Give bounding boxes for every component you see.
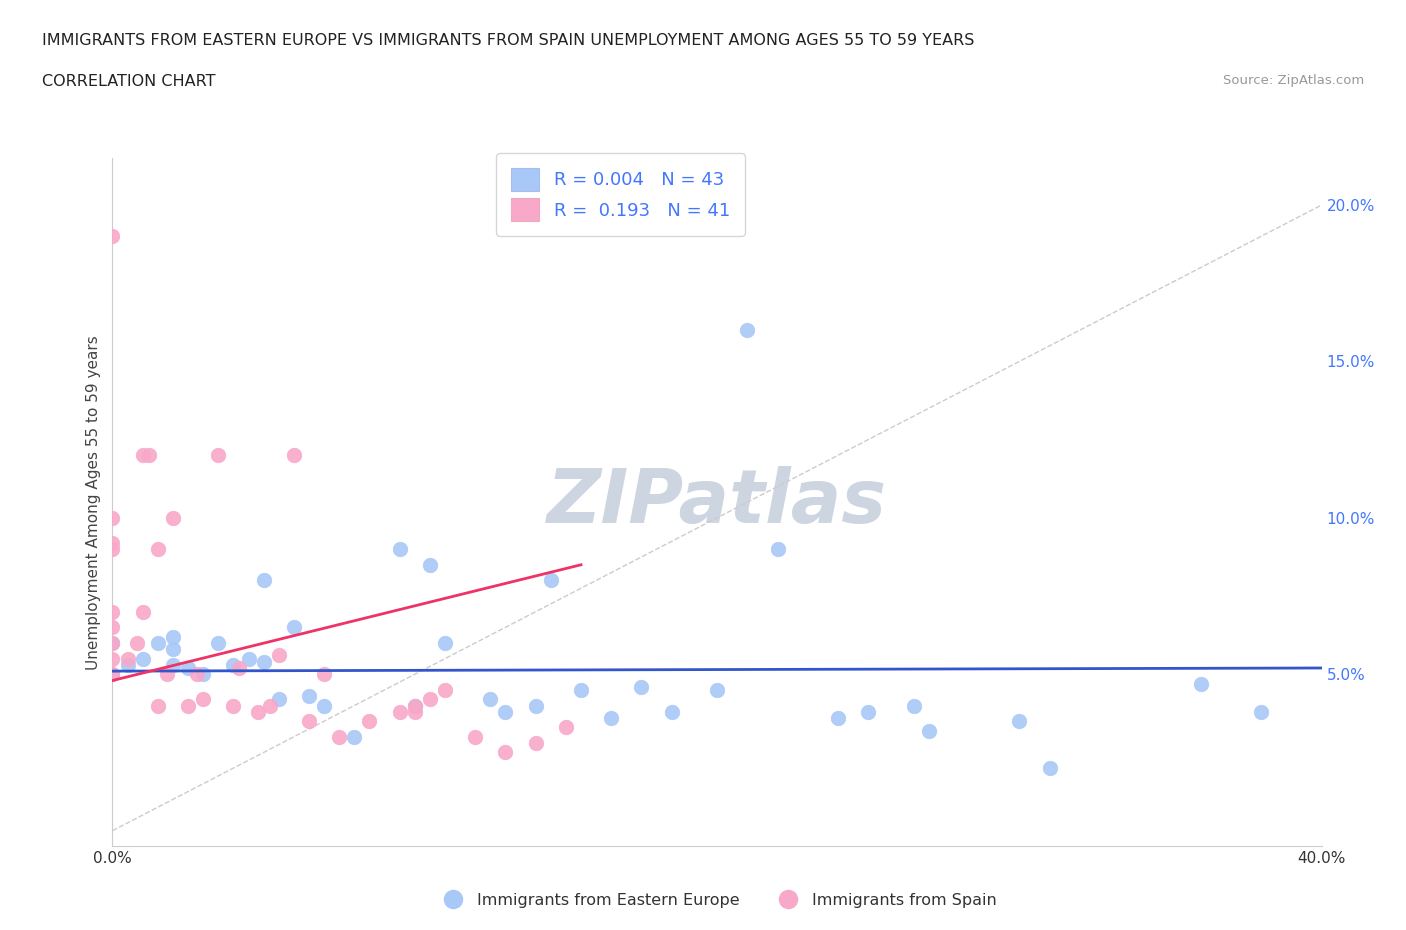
Point	[101, 667, 124, 682]
Point	[600, 711, 623, 725]
Point	[388, 704, 411, 719]
Point	[132, 604, 155, 619]
Point	[737, 323, 759, 338]
Point	[132, 448, 155, 463]
Point	[177, 660, 200, 675]
Point	[1250, 704, 1272, 719]
Point	[101, 620, 124, 635]
Point	[343, 729, 366, 744]
Point	[156, 667, 179, 682]
Point	[207, 635, 229, 650]
Point	[267, 648, 290, 663]
Point	[162, 630, 184, 644]
Point	[101, 536, 124, 551]
Point	[101, 229, 124, 244]
Point	[132, 651, 155, 666]
Point	[117, 658, 139, 672]
Point	[101, 604, 124, 619]
Point	[404, 698, 426, 713]
Point	[125, 635, 148, 650]
Point	[540, 573, 562, 588]
Point	[162, 642, 184, 657]
Point	[191, 667, 214, 682]
Point	[101, 635, 124, 650]
Point	[162, 658, 184, 672]
Point	[479, 692, 502, 707]
Point	[419, 692, 441, 707]
Point	[1008, 713, 1031, 728]
Point	[328, 729, 350, 744]
Point	[191, 692, 214, 707]
Point	[101, 541, 124, 556]
Legend: Immigrants from Eastern Europe, Immigrants from Spain: Immigrants from Eastern Europe, Immigran…	[432, 886, 1002, 914]
Text: ZIPatlas: ZIPatlas	[547, 466, 887, 538]
Point	[569, 683, 592, 698]
Point	[314, 667, 336, 682]
Point	[359, 713, 381, 728]
Point	[146, 635, 169, 650]
Point	[267, 692, 290, 707]
Point	[918, 724, 941, 738]
Text: Source: ZipAtlas.com: Source: ZipAtlas.com	[1223, 74, 1364, 87]
Point	[101, 667, 124, 682]
Point	[259, 698, 281, 713]
Point	[433, 683, 456, 698]
Point	[238, 651, 260, 666]
Point	[283, 620, 305, 635]
Point	[1189, 676, 1212, 691]
Point	[404, 698, 426, 713]
Point	[146, 698, 169, 713]
Y-axis label: Unemployment Among Ages 55 to 59 years: Unemployment Among Ages 55 to 59 years	[86, 335, 101, 670]
Point	[228, 660, 250, 675]
Point	[253, 655, 276, 670]
Point	[177, 698, 200, 713]
Point	[186, 667, 208, 682]
Point	[524, 698, 547, 713]
Point	[298, 713, 321, 728]
Text: IMMIGRANTS FROM EASTERN EUROPE VS IMMIGRANTS FROM SPAIN UNEMPLOYMENT AMONG AGES : IMMIGRANTS FROM EASTERN EUROPE VS IMMIGR…	[42, 33, 974, 47]
Point	[903, 698, 925, 713]
Point	[162, 511, 184, 525]
Point	[524, 736, 547, 751]
Point	[283, 448, 305, 463]
Point	[1038, 761, 1062, 776]
Point	[314, 698, 336, 713]
Point	[419, 557, 441, 572]
Point	[101, 635, 124, 650]
Point	[661, 704, 683, 719]
Point	[253, 573, 276, 588]
Point	[101, 651, 124, 666]
Point	[246, 704, 269, 719]
Point	[146, 541, 169, 556]
Point	[388, 541, 411, 556]
Point	[554, 720, 576, 735]
Point	[433, 635, 456, 650]
Point	[495, 704, 517, 719]
Point	[117, 651, 139, 666]
Point	[856, 704, 880, 719]
Point	[404, 704, 426, 719]
Point	[298, 689, 321, 704]
Point	[766, 541, 789, 556]
Point	[138, 448, 160, 463]
Point	[101, 511, 124, 525]
Point	[630, 679, 652, 694]
Point	[706, 683, 728, 698]
Point	[222, 658, 245, 672]
Point	[464, 729, 486, 744]
Point	[207, 448, 229, 463]
Point	[827, 711, 849, 725]
Text: CORRELATION CHART: CORRELATION CHART	[42, 74, 215, 89]
Point	[222, 698, 245, 713]
Point	[495, 745, 517, 760]
